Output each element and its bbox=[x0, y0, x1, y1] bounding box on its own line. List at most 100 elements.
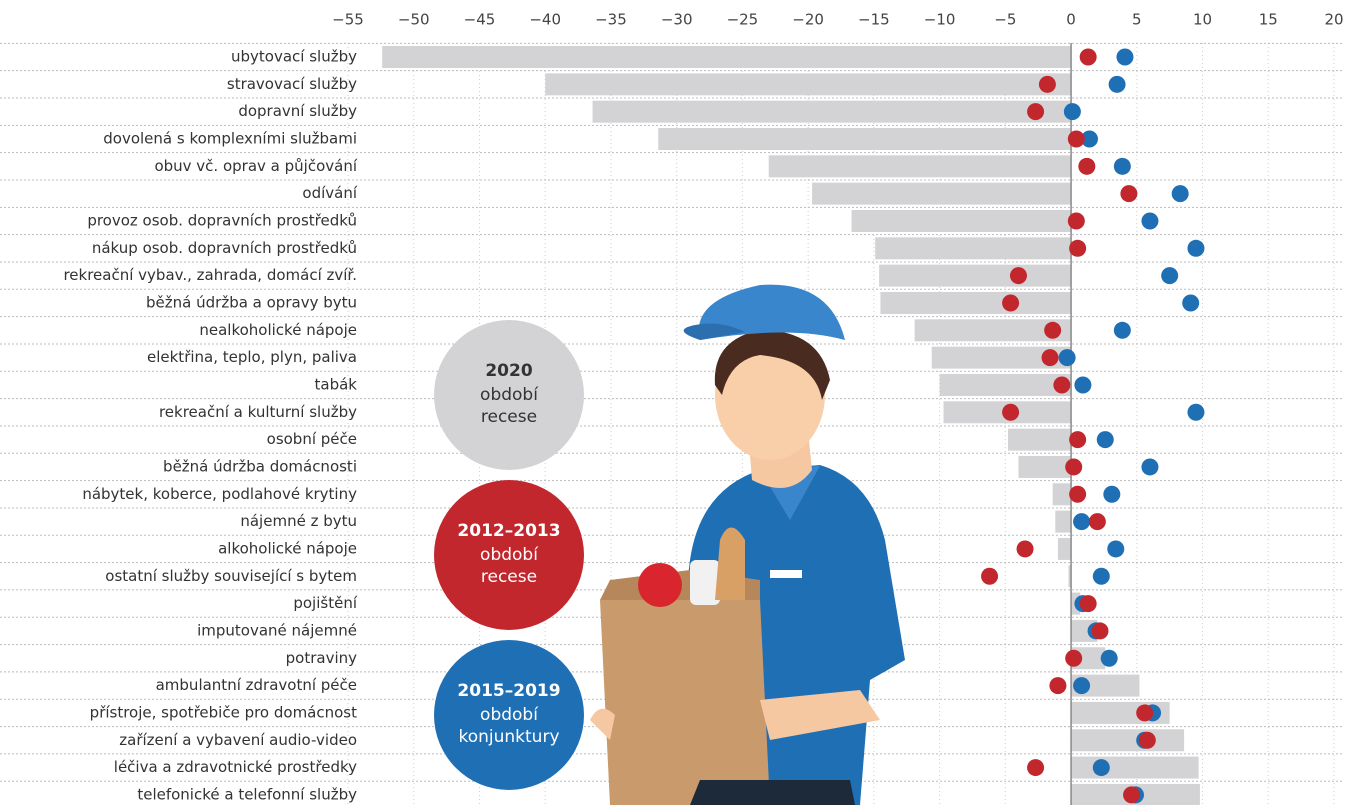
dot bbox=[1136, 704, 1153, 721]
illustration bbox=[590, 285, 905, 805]
apple bbox=[638, 563, 682, 607]
dot bbox=[981, 568, 998, 585]
category-label: stravovací služby bbox=[227, 75, 357, 93]
dot bbox=[1080, 49, 1097, 66]
dot bbox=[1069, 240, 1086, 257]
legend-label: 2020 bbox=[485, 361, 532, 381]
dot bbox=[1161, 267, 1178, 284]
x-tick-label: −30 bbox=[661, 11, 693, 29]
bar bbox=[593, 101, 1072, 123]
category-label: zařízení a vybavení audio-video bbox=[119, 731, 357, 749]
x-tick-label: −20 bbox=[792, 11, 824, 29]
bar bbox=[545, 73, 1071, 95]
category-label: rekreační a kulturní služby bbox=[159, 403, 357, 421]
category-label: nábytek, koberce, podlahové krytiny bbox=[82, 485, 357, 503]
dot bbox=[1182, 294, 1199, 311]
category-label: nájemné z bytu bbox=[240, 512, 357, 530]
dot bbox=[1059, 349, 1076, 366]
dot bbox=[1141, 458, 1158, 475]
legend-description: konjunktury bbox=[458, 727, 559, 747]
bar bbox=[769, 155, 1071, 177]
x-tick-label: −55 bbox=[332, 11, 364, 29]
x-tick-label: −10 bbox=[924, 11, 956, 29]
category-label: léčiva a zdravotnické prostředky bbox=[114, 758, 357, 776]
category-label: přístroje, spotřebiče pro domácnost bbox=[90, 703, 357, 721]
bar bbox=[1071, 729, 1184, 751]
x-tick-label: −50 bbox=[398, 11, 430, 29]
dot bbox=[1097, 431, 1114, 448]
category-label: alkoholické nápoje bbox=[218, 539, 357, 557]
x-tick-label: −25 bbox=[727, 11, 759, 29]
category-label: ubytovací služby bbox=[231, 48, 357, 66]
category-label: dovolená s komplexními službami bbox=[103, 129, 357, 147]
x-tick-label: 5 bbox=[1132, 11, 1142, 29]
bar bbox=[1018, 456, 1071, 478]
category-label: běžná údržba a opravy bytu bbox=[146, 293, 357, 311]
legend-item: 2020obdobírecese bbox=[434, 320, 584, 470]
legend-item: 2015–2019 obdobíkonjunktury bbox=[434, 640, 584, 790]
dot bbox=[1074, 376, 1091, 393]
dot bbox=[1114, 322, 1131, 339]
bar bbox=[880, 292, 1071, 314]
dot bbox=[1172, 185, 1189, 202]
legend-description: období bbox=[480, 385, 539, 405]
legend-label: 2012–2013 bbox=[457, 521, 560, 541]
bar bbox=[852, 210, 1072, 232]
chart: −55−50−45−40−35−30−25−20−15−10−505101520… bbox=[0, 0, 1349, 805]
category-label: provoz osob. dopravních prostředků bbox=[87, 211, 357, 229]
category-label: nealkoholické nápoje bbox=[199, 321, 357, 339]
dot bbox=[1123, 786, 1140, 803]
category-label: telefonické a telefonní služby bbox=[137, 785, 357, 803]
legend: 2020obdobírecese2012–2013obdobírecese201… bbox=[434, 320, 584, 790]
dot bbox=[1065, 650, 1082, 667]
x-tick-label: −15 bbox=[858, 11, 890, 29]
bar bbox=[658, 128, 1071, 150]
dot bbox=[1141, 212, 1158, 229]
bar bbox=[879, 265, 1071, 287]
dot bbox=[1101, 650, 1118, 667]
category-label: obuv vč. oprav a půjčování bbox=[154, 157, 357, 175]
x-tick-label: 20 bbox=[1324, 11, 1343, 29]
bag bbox=[600, 590, 770, 805]
category-label: dopravní služby bbox=[238, 102, 357, 120]
dot bbox=[1068, 130, 1085, 147]
x-tick-label: 15 bbox=[1259, 11, 1278, 29]
bar bbox=[1071, 757, 1199, 779]
legend-description: recese bbox=[481, 567, 537, 587]
dot bbox=[1107, 540, 1124, 557]
category-label: běžná údržba domácnosti bbox=[163, 457, 357, 475]
category-label: nákup osob. dopravních prostředků bbox=[92, 239, 357, 257]
category-label: odívání bbox=[302, 184, 357, 202]
trousers bbox=[690, 780, 855, 805]
dot bbox=[1078, 158, 1095, 175]
dot bbox=[1116, 49, 1133, 66]
x-tick-label: −35 bbox=[595, 11, 627, 29]
x-tick-label: −5 bbox=[994, 11, 1016, 29]
dot bbox=[1089, 513, 1106, 530]
dot bbox=[1065, 458, 1082, 475]
dot bbox=[1187, 240, 1204, 257]
dot bbox=[1068, 212, 1085, 229]
bar bbox=[875, 237, 1071, 259]
dot bbox=[1069, 431, 1086, 448]
legend-label: 2015–2019 bbox=[457, 681, 560, 701]
bar bbox=[1058, 538, 1071, 560]
dot bbox=[1002, 404, 1019, 421]
x-tick-label: −40 bbox=[529, 11, 561, 29]
x-tick-label: 10 bbox=[1193, 11, 1212, 29]
bar bbox=[1008, 429, 1071, 451]
category-label: osobní péče bbox=[267, 430, 357, 448]
dot bbox=[1064, 103, 1081, 120]
category-label: elektřina, teplo, plyn, paliva bbox=[147, 348, 357, 366]
dot bbox=[1120, 185, 1137, 202]
dot bbox=[1027, 103, 1044, 120]
category-label: potraviny bbox=[286, 649, 357, 667]
legend-description: období bbox=[480, 705, 539, 725]
bar bbox=[1055, 511, 1071, 533]
dot bbox=[1039, 76, 1056, 93]
dot bbox=[1010, 267, 1027, 284]
dot bbox=[1042, 349, 1059, 366]
x-tick-label: −45 bbox=[464, 11, 496, 29]
category-label: rekreační vybav., zahrada, domácí zvíř. bbox=[63, 266, 357, 284]
